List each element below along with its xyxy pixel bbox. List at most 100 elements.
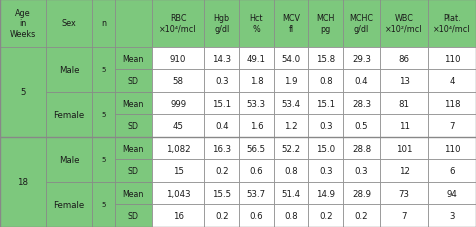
Text: 1,043: 1,043 — [166, 189, 190, 198]
Bar — [92, 93, 115, 115]
Bar — [274, 182, 308, 205]
Bar — [46, 48, 92, 93]
Text: SD: SD — [128, 122, 139, 131]
Bar — [343, 137, 380, 160]
Bar — [380, 115, 428, 137]
Bar — [274, 93, 308, 115]
Text: 1.9: 1.9 — [284, 77, 298, 86]
Bar — [239, 182, 274, 205]
Text: 5: 5 — [20, 88, 26, 97]
Text: MCV
fl: MCV fl — [282, 14, 300, 34]
Bar — [115, 93, 152, 115]
Text: 0.3: 0.3 — [319, 122, 333, 131]
Bar — [92, 93, 115, 137]
Bar — [308, 115, 343, 137]
Text: 7: 7 — [401, 211, 407, 220]
Text: Male: Male — [59, 66, 79, 74]
Bar — [115, 70, 152, 93]
Bar — [343, 48, 380, 70]
Bar — [428, 182, 476, 205]
Bar — [115, 48, 152, 70]
Bar — [204, 0, 239, 48]
Bar — [152, 70, 204, 93]
Bar — [380, 205, 428, 227]
Text: 15.1: 15.1 — [316, 99, 335, 108]
Bar — [152, 160, 204, 182]
Bar — [239, 0, 274, 48]
Bar — [115, 137, 152, 160]
Bar — [204, 160, 239, 182]
Bar — [308, 93, 343, 115]
Bar — [428, 93, 476, 115]
Bar — [0, 93, 46, 115]
Text: 53.7: 53.7 — [247, 189, 266, 198]
Bar — [428, 137, 476, 160]
Bar — [380, 70, 428, 93]
Text: 1,082: 1,082 — [166, 144, 190, 153]
Bar — [46, 205, 92, 227]
Text: 52.2: 52.2 — [281, 144, 301, 153]
Bar — [308, 48, 343, 70]
Text: 1.8: 1.8 — [249, 77, 263, 86]
Bar — [92, 160, 115, 182]
Bar — [92, 182, 115, 227]
Bar — [204, 48, 239, 70]
Bar — [152, 182, 204, 205]
Bar — [115, 160, 152, 182]
Bar — [152, 93, 204, 115]
Bar — [343, 70, 380, 93]
Bar — [115, 115, 152, 137]
Text: Female: Female — [53, 200, 85, 209]
Bar — [115, 0, 152, 48]
Bar — [0, 160, 46, 182]
Bar — [274, 160, 308, 182]
Bar — [46, 182, 92, 205]
Bar — [152, 182, 204, 205]
Text: 53.4: 53.4 — [281, 99, 301, 108]
Bar — [428, 160, 476, 182]
Bar — [204, 115, 239, 137]
Bar — [239, 205, 274, 227]
Text: Mean: Mean — [123, 54, 144, 63]
Bar — [343, 93, 380, 115]
Bar — [274, 182, 308, 205]
Bar — [0, 205, 46, 227]
Bar — [308, 48, 343, 70]
Bar — [92, 205, 115, 227]
Bar — [115, 93, 152, 115]
Bar — [274, 205, 308, 227]
Bar — [274, 137, 308, 160]
Bar — [343, 160, 380, 182]
Text: 14.3: 14.3 — [212, 54, 231, 63]
Text: 18: 18 — [18, 178, 29, 187]
Text: 58: 58 — [173, 77, 184, 86]
Bar — [115, 182, 152, 205]
Bar — [239, 115, 274, 137]
Bar — [204, 137, 239, 160]
Text: 49.1: 49.1 — [247, 54, 266, 63]
Bar — [380, 137, 428, 160]
Text: 5: 5 — [101, 112, 106, 118]
Bar — [343, 115, 380, 137]
Text: 7: 7 — [449, 122, 455, 131]
Bar — [274, 48, 308, 70]
Text: Plat.
×10⁴/mcl: Plat. ×10⁴/mcl — [433, 14, 471, 34]
Text: 110: 110 — [444, 144, 460, 153]
Bar — [239, 48, 274, 70]
Bar — [343, 205, 380, 227]
Text: Male: Male — [59, 155, 79, 164]
Text: n: n — [101, 19, 106, 28]
Bar — [152, 205, 204, 227]
Bar — [0, 0, 46, 48]
Bar — [115, 205, 152, 227]
Text: 1.2: 1.2 — [284, 122, 298, 131]
Bar — [380, 0, 428, 48]
Text: 12: 12 — [398, 166, 409, 175]
Bar — [428, 160, 476, 182]
Bar — [428, 205, 476, 227]
Text: 118: 118 — [444, 99, 460, 108]
Bar — [204, 70, 239, 93]
Bar — [239, 93, 274, 115]
Text: 0.2: 0.2 — [215, 211, 228, 220]
Text: 94: 94 — [446, 189, 457, 198]
